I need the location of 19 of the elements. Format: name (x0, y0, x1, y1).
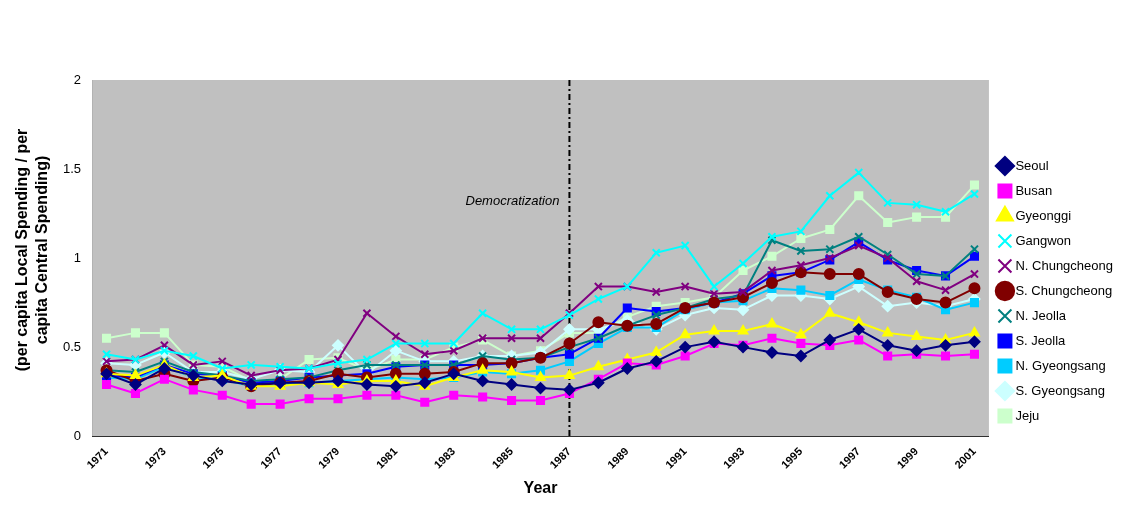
legend-label: N. Chungcheong (1015, 257, 1114, 273)
legend-label: N. Jeolla (1015, 307, 1067, 323)
y-tick-label: 1 (73, 249, 82, 265)
x-axis-title: Year (523, 478, 558, 496)
y-tick-label: 1.5 (62, 160, 82, 176)
legend-label: S. Chungcheong (1015, 282, 1113, 298)
ref-line-label: Democratization (465, 192, 560, 208)
y-tick-label: 2 (73, 71, 82, 87)
y-tick-label: 0.5 (62, 338, 82, 354)
legend-label: S. Gyeongsang (1015, 382, 1106, 398)
legend-label: Jeju (1015, 407, 1040, 423)
legend-label: Seoul (1015, 157, 1049, 173)
legend-label: N. Gyeongsang (1015, 357, 1106, 373)
y-tick-label: 0 (73, 427, 82, 443)
legend-label: S. Jeolla (1015, 332, 1067, 348)
y-axis-title: (per capita Local Spending / per capita Central Spending) (12, 127, 51, 374)
legend-label: Busan (1015, 182, 1053, 198)
legend-label: Gyeonggi (1015, 207, 1072, 223)
legend-label: Gangwon (1015, 232, 1072, 248)
